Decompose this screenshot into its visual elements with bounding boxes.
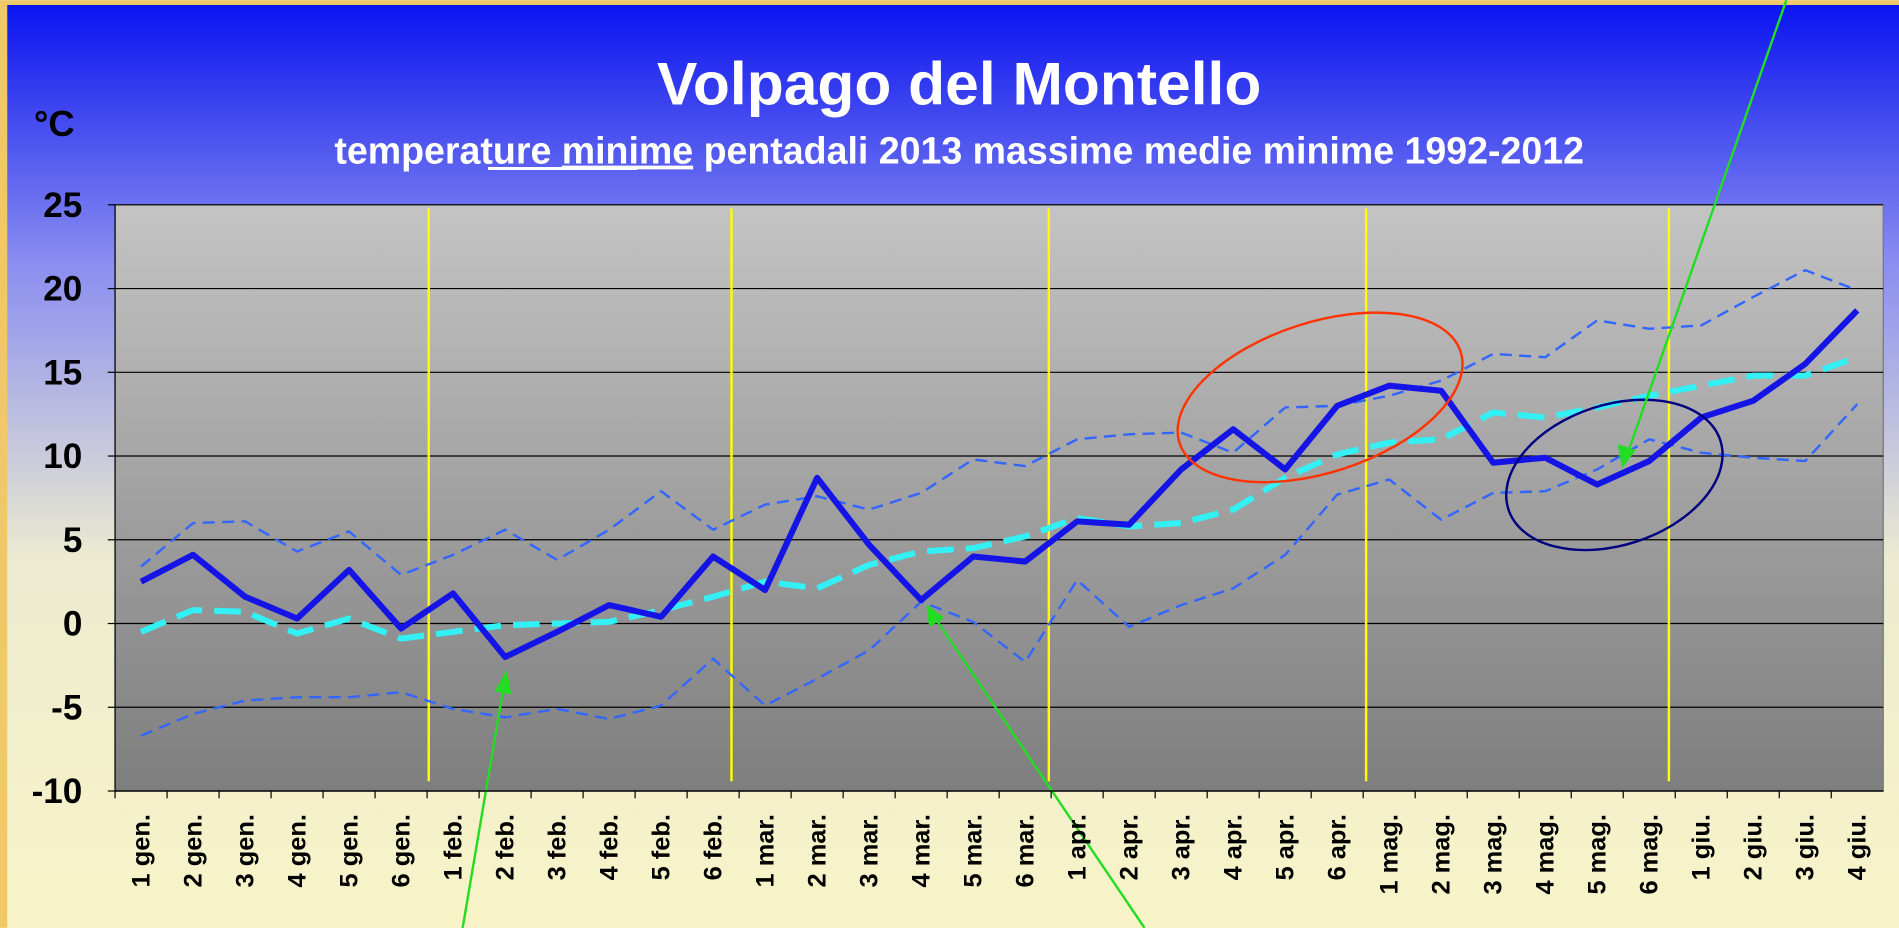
arrows — [461, 0, 1788, 928]
x-tick-label: 3 mag. — [1480, 814, 1508, 895]
x-tick-label: 2 giu. — [1740, 814, 1768, 880]
y-tick-label: -5 — [51, 688, 82, 727]
series-line — [139, 354, 1859, 642]
x-tick-label: 5 mag. — [1584, 814, 1612, 895]
highlight-ellipse — [1505, 398, 1724, 552]
x-tick-label: 5 feb. — [648, 814, 676, 880]
arrow-head — [494, 670, 512, 695]
x-tick-label: 3 giu. — [1792, 814, 1820, 880]
series-group — [139, 268, 1860, 737]
x-tick-label: 4 mag. — [1532, 814, 1560, 895]
arrow-head — [1617, 444, 1636, 469]
x-tick-label: 2 mag. — [1428, 814, 1456, 895]
x-tick-label: 3 feb. — [544, 814, 572, 880]
x-tick-label: 2 mar. — [804, 814, 832, 888]
x-tick-label: 3 apr. — [1168, 814, 1196, 880]
grid — [115, 204, 1884, 792]
x-tick-label: 1 apr. — [1064, 814, 1092, 880]
y-tick-label: 10 — [43, 437, 82, 476]
x-tick-label: 1 giu. — [1688, 814, 1716, 880]
x-tick-label: 1 mag. — [1376, 814, 1404, 895]
axis-group: 25 20 15 10 5 0 -5 -10 1 gen. 2 gen. 3 gen. 4 gen. 5… — [32, 186, 1884, 895]
x-tick-label: 6 gen. — [388, 814, 416, 887]
x-tick-label: 6 mar. — [1012, 814, 1040, 888]
x-tick-label: 5 apr. — [1272, 814, 1300, 880]
subtitle-part: minime — [562, 130, 693, 172]
x-tick-label: 4 feb. — [596, 814, 624, 880]
month-separators — [427, 208, 1671, 782]
x-tick-label: 2 feb. — [492, 814, 520, 880]
x-tick-label: 2 apr. — [1116, 814, 1144, 880]
subtitle-part: temperature — [334, 130, 561, 172]
highlight-ellipse — [1176, 311, 1464, 484]
series-line — [140, 403, 1859, 737]
y-tick-label: 25 — [43, 186, 82, 225]
x-tick-label: 4 gen. — [284, 814, 312, 887]
arrow — [461, 685, 506, 928]
y-tick-label: -10 — [32, 772, 83, 811]
x-tick-label: 6 mag. — [1636, 814, 1664, 895]
subtitle-part: pentadali 2013 massime medie minime 1992… — [693, 130, 1584, 172]
arrow — [933, 617, 1146, 928]
x-tick-label: 4 mar. — [908, 814, 936, 888]
arrow-head — [926, 604, 945, 628]
x-tick-label: 1 gen. — [128, 814, 156, 887]
x-tick-label: 6 apr. — [1324, 814, 1352, 880]
x-tick-label: 1 feb. — [440, 814, 468, 880]
x-tick-label: 3 gen. — [232, 814, 260, 887]
x-tick-label: 4 giu. — [1844, 814, 1872, 880]
series-line — [140, 268, 1858, 577]
x-tick-label: 5 gen. — [336, 814, 364, 887]
x-tick-label: 4 apr. — [1220, 814, 1248, 880]
arrow — [1626, 0, 1788, 454]
plot-area — [114, 204, 1884, 792]
x-tick-label: 5 mar. — [960, 814, 988, 888]
x-tick-label: 3 mar. — [856, 814, 884, 888]
y-axis-label: °C — [34, 103, 75, 144]
x-tick-label: 2 gen. — [180, 814, 208, 887]
y-tick-label: 5 — [63, 521, 83, 560]
x-tick-label: 6 feb. — [700, 814, 728, 880]
chart-subtitle: temperature minime pentadali 2013 massim… — [334, 130, 1584, 172]
y-tick-label: 15 — [43, 353, 82, 392]
y-tick-label: 0 — [63, 605, 83, 644]
chart-title: Volpago del Montello — [657, 49, 1261, 117]
series-line — [139, 308, 1860, 661]
x-tick-label: 1 mar. — [752, 814, 780, 888]
y-tick-label: 20 — [43, 270, 82, 309]
